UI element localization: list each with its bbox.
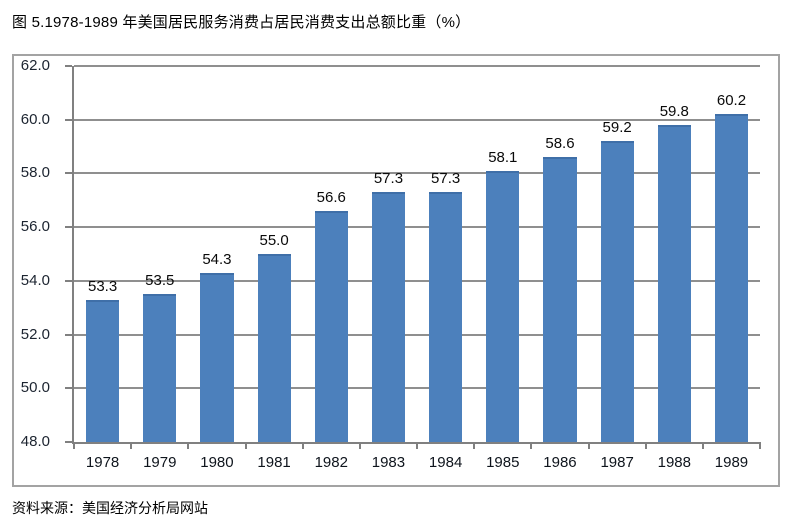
x-tick — [73, 442, 75, 449]
x-tick — [530, 442, 533, 449]
y-tick-label: 60.0 — [20, 110, 50, 128]
x-tick-label: 1981 — [257, 454, 291, 471]
x-tick-label: 1982 — [314, 454, 348, 471]
gridline — [74, 118, 760, 121]
y-tick-label: 58.0 — [20, 164, 50, 182]
x-tick-label: 1984 — [428, 454, 463, 471]
bar-column: 55.0 — [246, 66, 303, 442]
y-tick — [65, 172, 72, 175]
y-tick-label: 48.0 — [20, 433, 50, 450]
y-tick-label: 62.0 — [20, 57, 50, 74]
bar-column: 57.3 — [360, 66, 417, 442]
gridline — [74, 65, 760, 67]
bar-value-label: 56.6 — [316, 189, 346, 207]
bar-column: 54.3 — [188, 66, 245, 442]
y-tick-label: 52.0 — [20, 325, 50, 343]
bar-value-label: 53.3 — [87, 277, 118, 295]
bar-column: 53.3 — [74, 66, 131, 442]
bar-column: 58.1 — [474, 66, 531, 442]
source-note: 资料来源：美国经济分析局网站 — [12, 500, 208, 516]
gridline — [74, 333, 760, 336]
bar-value-label: 54.3 — [202, 250, 232, 268]
bar — [314, 211, 348, 442]
y-axis-line — [72, 66, 74, 444]
x-tick — [244, 442, 247, 449]
bar — [714, 114, 749, 442]
bar — [257, 254, 291, 442]
x-tick-label: 1980 — [200, 454, 234, 471]
gridline — [74, 172, 760, 175]
bar — [200, 272, 234, 442]
bars-container: 53.3 53.5 54.3 55.0 56.6 57.3 57.3 58.1 58.6 59.2… — [74, 66, 760, 442]
bar — [143, 294, 177, 442]
y-tick — [65, 441, 72, 443]
x-tick-label: 1985 — [486, 454, 520, 471]
x-tick-label: 1978 — [85, 454, 120, 471]
bar-column: 59.8 — [646, 66, 703, 442]
y-tick — [65, 226, 72, 229]
bar — [371, 192, 406, 442]
bar-value-label: 60.2 — [716, 92, 747, 110]
bar-column: 56.6 — [303, 66, 360, 442]
chart-box: 48.0 50.0 52.0 54.0 56.0 58.0 60.0 62.0 53.3 53.… — [12, 54, 780, 487]
y-tick — [65, 387, 72, 390]
x-tick-label: 1979 — [143, 454, 177, 471]
x-tick-label: 1986 — [543, 454, 577, 471]
x-axis-labels: 1978 1979 1980 1981 1982 1983 1984 1985 1986 1987… — [74, 453, 760, 473]
bar-value-label: 58.1 — [488, 148, 518, 166]
bar — [86, 299, 120, 442]
bar-value-label: 57.3 — [431, 170, 461, 188]
chart-title: 图 5.1978-1989 年美国居民服务消费占居民消费支出总额比重（%） — [12, 14, 471, 31]
bar — [429, 192, 463, 442]
x-tick — [416, 442, 418, 449]
bar — [657, 125, 691, 442]
x-tick — [701, 442, 704, 449]
x-tick-label: 1987 — [600, 454, 634, 471]
bar-column: 58.6 — [531, 66, 588, 442]
y-tick — [65, 279, 72, 282]
bar-column: 60.2 — [703, 66, 760, 442]
y-tick-label: 56.0 — [20, 218, 50, 236]
plot-area: 53.3 53.5 54.3 55.0 56.6 57.3 57.3 58.1 58.6 59.2… — [65, 65, 761, 449]
bar-value-label: 58.6 — [545, 135, 575, 153]
gridline — [74, 279, 760, 282]
y-tick — [65, 333, 72, 336]
y-tick — [65, 65, 72, 67]
bar — [486, 170, 520, 442]
x-tick — [587, 442, 590, 449]
bar — [543, 157, 577, 442]
x-tick-label: 1983 — [371, 454, 406, 471]
y-tick — [65, 118, 72, 121]
bar-value-label: 57.3 — [373, 170, 404, 188]
y-tick-label: 54.0 — [20, 271, 50, 289]
bar-column: 59.2 — [589, 66, 646, 442]
x-tick — [301, 442, 304, 449]
y-axis-labels: 48.0 50.0 52.0 54.0 56.0 58.0 60.0 62.0 — [14, 57, 62, 450]
x-tick-label: 1988 — [657, 454, 691, 471]
x-tick-label: 1989 — [714, 454, 749, 471]
x-tick — [473, 442, 476, 449]
x-tick — [644, 442, 647, 449]
bar-value-label: 55.0 — [259, 232, 289, 249]
bar-value-label: 59.8 — [659, 103, 689, 121]
bar-value-label: 53.5 — [145, 272, 175, 290]
x-tick — [187, 442, 190, 449]
bar-value-label: 59.2 — [602, 119, 632, 137]
x-tick — [759, 442, 761, 449]
bar-column: 53.5 — [131, 66, 188, 442]
gridline — [74, 387, 760, 390]
y-tick-label: 50.0 — [20, 379, 50, 397]
gridline — [74, 226, 760, 229]
bar — [600, 141, 634, 442]
x-tick — [130, 442, 133, 449]
bar-column: 57.3 — [417, 66, 474, 442]
x-tick — [358, 442, 361, 449]
